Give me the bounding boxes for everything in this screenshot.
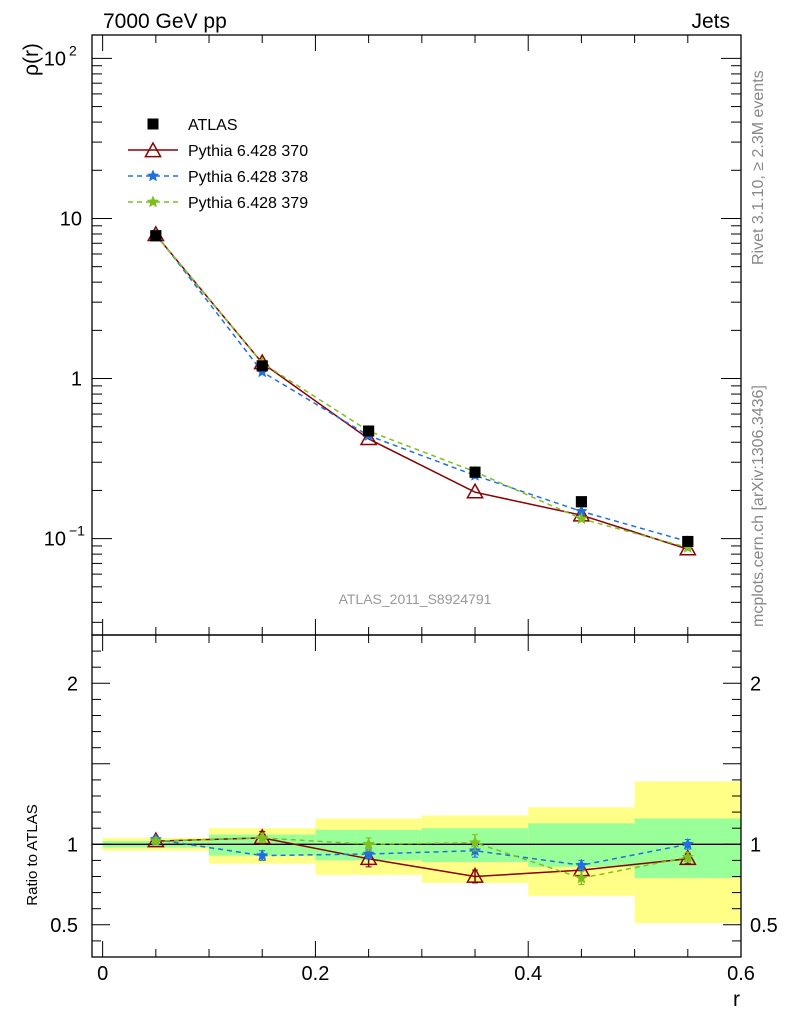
- star-marker: [575, 871, 588, 884]
- star-marker: [575, 858, 588, 871]
- legend-label: Pythia 6.428 378: [188, 169, 308, 186]
- legend-marker-star: [146, 169, 160, 182]
- process-label: Jets: [691, 10, 730, 33]
- ratio-panel: 0 0.2 0.4 0.6 0.5 0.5 1 1 2 2 Ratio to ATLAS r: [24, 634, 778, 1011]
- y-tick-label: 0.5: [50, 915, 78, 937]
- y-tick-label: 1: [67, 834, 78, 856]
- series-line: [155, 234, 688, 549]
- y-tick-label: 10: [44, 529, 66, 551]
- star-marker: [362, 837, 375, 850]
- y-tick-label: 10: [60, 208, 82, 230]
- star-marker: [362, 847, 375, 860]
- main-series: [146, 225, 697, 556]
- star-marker: [255, 831, 269, 844]
- atlas-data-point: [575, 496, 587, 508]
- legend-label: ATLAS: [188, 117, 238, 134]
- star-marker: [149, 834, 163, 847]
- atlas-data-point: [682, 535, 694, 547]
- side-label-bottom: mcplots.cern.ch [arXiv:1306.3436]: [750, 385, 767, 627]
- x-tick-label: 0: [97, 963, 108, 985]
- y-tick-label-right: 0.5: [750, 915, 778, 937]
- side-label-top: Rivet 3.1.10, ≥ 2.3M events: [750, 70, 767, 265]
- triangle-marker: [678, 539, 697, 556]
- star-marker: [255, 848, 269, 861]
- atlas-data-point: [363, 425, 375, 437]
- triangle-marker: [359, 849, 378, 866]
- series-line: [155, 234, 689, 550]
- x-tick-label: 0.6: [727, 963, 755, 985]
- legend-label: Pythia 6.428 379: [188, 195, 308, 212]
- analysis-label: ATLAS_2011_S8924791: [339, 591, 492, 607]
- ratio-y-axis-title: Ratio to ATLAS: [24, 804, 41, 905]
- x-tick-label: 0.4: [514, 963, 542, 985]
- legend-marker-star: [146, 195, 160, 208]
- star-marker: [681, 850, 695, 863]
- ratio-series: [146, 828, 697, 886]
- star-marker: [681, 837, 695, 850]
- y-tick-exponent: 2: [69, 42, 77, 58]
- uncertainty-band-inner: [209, 834, 316, 856]
- y-tick-label: 2: [67, 673, 78, 695]
- main-y-axis-title: ρ(r): [20, 43, 43, 76]
- ratio-line: [155, 837, 688, 878]
- triangle-marker: [678, 849, 697, 866]
- triangle-marker: [466, 866, 484, 883]
- triangle-marker: [359, 429, 378, 446]
- atlas-data-point: [469, 466, 481, 478]
- x-tick-label: 0.2: [302, 963, 330, 985]
- ratio-bands: [102, 781, 741, 924]
- series-line: [155, 233, 689, 543]
- star-marker: [468, 836, 482, 849]
- y-tick-label-right: 1: [750, 834, 761, 856]
- y-tick-label: 10: [44, 48, 66, 70]
- ratio-line: [155, 838, 688, 866]
- energy-label: 7000 GeV pp: [103, 10, 227, 33]
- star-marker: [575, 512, 588, 525]
- y-tick-label-right: 2: [750, 673, 761, 695]
- atlas-data-point: [256, 360, 268, 372]
- legend-marker-atlas: [147, 118, 159, 130]
- legend-marker-triangle: [144, 141, 162, 158]
- triangle-marker: [466, 482, 484, 499]
- y-tick-exponent: −1: [69, 523, 85, 539]
- ratio-axes: 0 0.2 0.4 0.6 0.5 0.5 1 1 2 2: [50, 634, 778, 985]
- y-tick-label: 1: [71, 369, 82, 391]
- x-axis-title: r: [733, 988, 740, 1011]
- atlas-data-point: [150, 230, 162, 242]
- legend: ATLAS Pythia 6.428 370 Pythia 6.428 378 Pyt…: [128, 117, 308, 212]
- legend-label: Pythia 6.428 370: [188, 143, 308, 160]
